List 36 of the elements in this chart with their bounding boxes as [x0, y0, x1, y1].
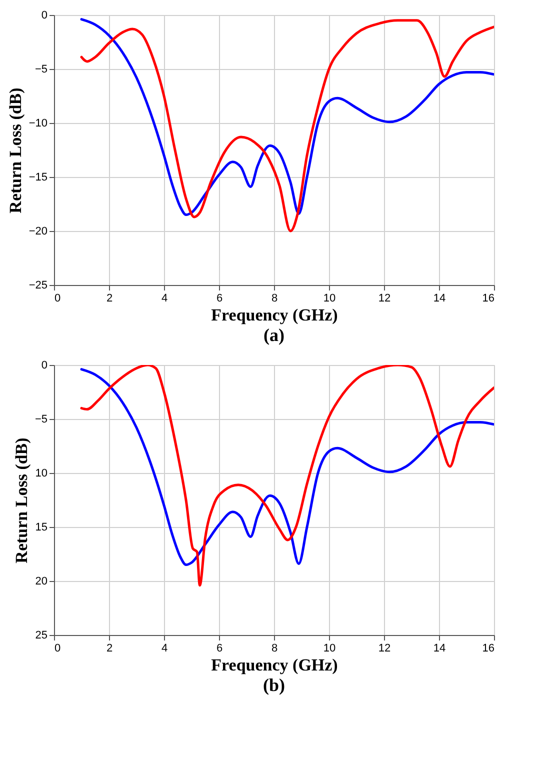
- x-tick-label: 14: [433, 642, 446, 654]
- x-tick-label: 12: [378, 292, 391, 304]
- y-tick-label: 25: [35, 630, 48, 642]
- x-tick-label: 12: [378, 642, 391, 654]
- y-axis-title: Return Loss (dB): [6, 88, 25, 214]
- x-tick-label: 16: [482, 642, 494, 654]
- x-tick-label: 4: [161, 292, 168, 304]
- y-tick-label: −5: [34, 414, 48, 426]
- y-tick-label: −5: [34, 64, 48, 76]
- x-tick-label: 16: [482, 292, 494, 304]
- x-tick-label: 10: [323, 642, 336, 654]
- y-tick-label: 10: [35, 468, 48, 480]
- x-tick-label: 2: [106, 642, 113, 654]
- x-tick-label: 8: [271, 642, 278, 654]
- y-tick-label: 20: [35, 576, 48, 588]
- y-tick-label: −10: [28, 118, 48, 130]
- x-axis-title: Frequency (GHz): [211, 306, 338, 324]
- x-tick-label: 14: [433, 292, 446, 304]
- x-tick-label: 6: [216, 642, 223, 654]
- text: (b): [263, 675, 286, 695]
- y-tick-label: −15: [28, 172, 48, 184]
- x-tick-label: 10: [323, 292, 336, 304]
- y-axis-title: Return Loss (dB): [12, 438, 31, 564]
- x-axis-title: Frequency (GHz): [211, 656, 338, 674]
- y-tick-label: 15: [35, 522, 48, 534]
- text: (a): [264, 325, 284, 345]
- x-tick-label: 2: [106, 292, 113, 304]
- x-tick-label: 6: [216, 292, 223, 304]
- y-tick-label: −20: [28, 226, 48, 238]
- y-tick-label: 0: [41, 10, 48, 22]
- y-tick-label: −25: [28, 280, 48, 292]
- x-tick-label: 8: [271, 292, 278, 304]
- x-tick-label: 0: [54, 642, 61, 654]
- x-tick-label: 0: [54, 292, 61, 304]
- x-tick-label: 4: [161, 642, 168, 654]
- y-tick-label: 0: [41, 360, 48, 372]
